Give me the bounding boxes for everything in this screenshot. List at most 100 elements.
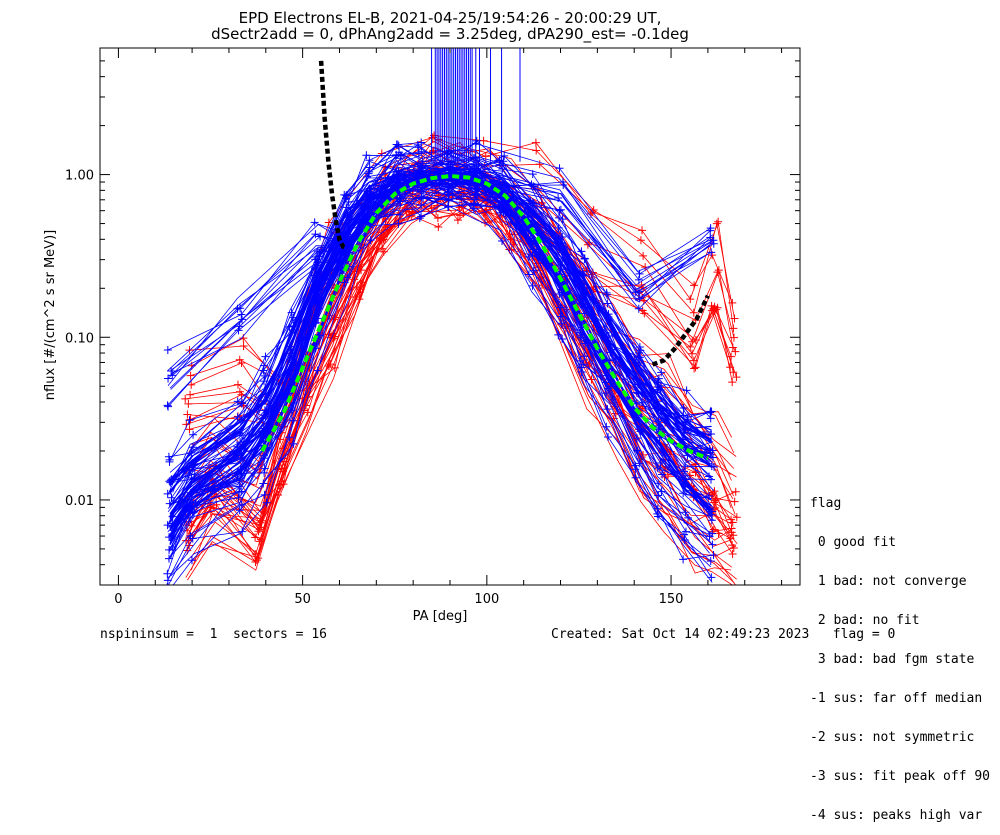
data-point bbox=[186, 371, 195, 380]
data-point bbox=[706, 226, 715, 235]
data-point bbox=[686, 342, 695, 351]
data-point bbox=[635, 269, 644, 278]
data-point bbox=[654, 512, 663, 521]
data-point bbox=[731, 487, 740, 496]
data-point bbox=[633, 446, 642, 455]
data-point bbox=[469, 204, 478, 213]
data-point bbox=[310, 218, 319, 227]
legend: flag 0 good fit 1 bad: not converge 2 ba… bbox=[810, 471, 990, 835]
data-point bbox=[238, 399, 247, 408]
data-point bbox=[631, 465, 640, 474]
data-point bbox=[285, 433, 294, 442]
data-point bbox=[167, 493, 176, 502]
data-point bbox=[233, 380, 242, 389]
data-point bbox=[163, 489, 172, 498]
data-point bbox=[732, 513, 741, 522]
data-point bbox=[635, 348, 644, 357]
blue-curve bbox=[169, 181, 712, 532]
data-point bbox=[601, 378, 610, 387]
data-point bbox=[580, 352, 589, 361]
data-point bbox=[234, 326, 243, 335]
data-point bbox=[603, 405, 612, 414]
data-point bbox=[394, 142, 403, 151]
data-point bbox=[580, 254, 589, 263]
data-point bbox=[708, 540, 717, 549]
data-point bbox=[711, 503, 720, 512]
data-point bbox=[453, 216, 462, 225]
data-point bbox=[164, 374, 173, 383]
data-point bbox=[444, 202, 453, 211]
data-point bbox=[396, 197, 405, 206]
data-point bbox=[555, 164, 564, 173]
data-point bbox=[362, 151, 371, 160]
blue-curve bbox=[172, 166, 710, 493]
data-point bbox=[182, 536, 191, 545]
data-point bbox=[340, 278, 349, 287]
data-point bbox=[259, 366, 268, 375]
data-point bbox=[395, 210, 404, 219]
data-point bbox=[316, 232, 325, 241]
data-point bbox=[470, 195, 479, 204]
data-point bbox=[479, 136, 488, 145]
model-curve-right bbox=[651, 294, 710, 367]
data-point bbox=[165, 457, 174, 466]
data-point bbox=[417, 138, 426, 147]
data-point bbox=[636, 236, 645, 245]
data-point bbox=[714, 217, 723, 226]
axes: 0 50 100 150 0.01 0.10 1.00 bbox=[65, 47, 801, 607]
data-point bbox=[277, 477, 286, 486]
data-point bbox=[396, 154, 405, 163]
data-point bbox=[683, 412, 692, 421]
data-point bbox=[311, 230, 320, 239]
data-point bbox=[187, 556, 196, 565]
data-point bbox=[235, 387, 244, 396]
fit-curve bbox=[260, 173, 709, 461]
data-point bbox=[498, 237, 507, 246]
blue-curve bbox=[170, 196, 713, 583]
data-point bbox=[727, 352, 736, 361]
data-point bbox=[288, 416, 297, 425]
data-point bbox=[680, 530, 689, 539]
data-point bbox=[583, 240, 592, 249]
data-point bbox=[365, 163, 374, 172]
data-point bbox=[393, 140, 402, 149]
data-point bbox=[679, 467, 688, 476]
data-point bbox=[289, 439, 298, 448]
data-point bbox=[727, 515, 736, 524]
legend-item: -2 sus: not symmetric bbox=[810, 730, 975, 745]
data-point bbox=[444, 185, 453, 194]
data-point bbox=[183, 410, 192, 419]
data-point bbox=[260, 468, 269, 477]
data-point bbox=[605, 356, 614, 365]
data-point bbox=[251, 533, 260, 542]
data-point bbox=[184, 399, 193, 408]
data-point bbox=[365, 167, 374, 176]
data-point bbox=[531, 138, 540, 147]
data-point bbox=[529, 266, 538, 275]
x-tick-label: 0 bbox=[114, 592, 122, 607]
data-point bbox=[165, 545, 174, 554]
chart-title: EPD Electrons EL-B, 2021-04-25/19:54:26 … bbox=[239, 9, 662, 27]
chart-subtitle: dSectr2add = 0, dPhAng2add = 3.25deg, dP… bbox=[211, 25, 689, 44]
legend-title: flag bbox=[810, 496, 842, 511]
data-point bbox=[679, 555, 688, 564]
data-point bbox=[394, 219, 403, 228]
data-point bbox=[186, 390, 195, 399]
x-axis-label: PA [deg] bbox=[413, 609, 468, 624]
data-point bbox=[260, 490, 269, 499]
data-point bbox=[239, 341, 248, 350]
data-point bbox=[604, 433, 613, 442]
data-point bbox=[710, 487, 719, 496]
data-point bbox=[163, 401, 172, 410]
data-point bbox=[602, 389, 611, 398]
data-point bbox=[260, 371, 269, 380]
data-point bbox=[706, 233, 715, 242]
data-point bbox=[554, 223, 563, 232]
data-point bbox=[392, 150, 401, 159]
data-point bbox=[635, 459, 644, 468]
data-point bbox=[639, 251, 648, 260]
data-point bbox=[728, 378, 737, 387]
data-point bbox=[237, 310, 246, 319]
data-point bbox=[732, 373, 741, 382]
data-point bbox=[603, 299, 612, 308]
